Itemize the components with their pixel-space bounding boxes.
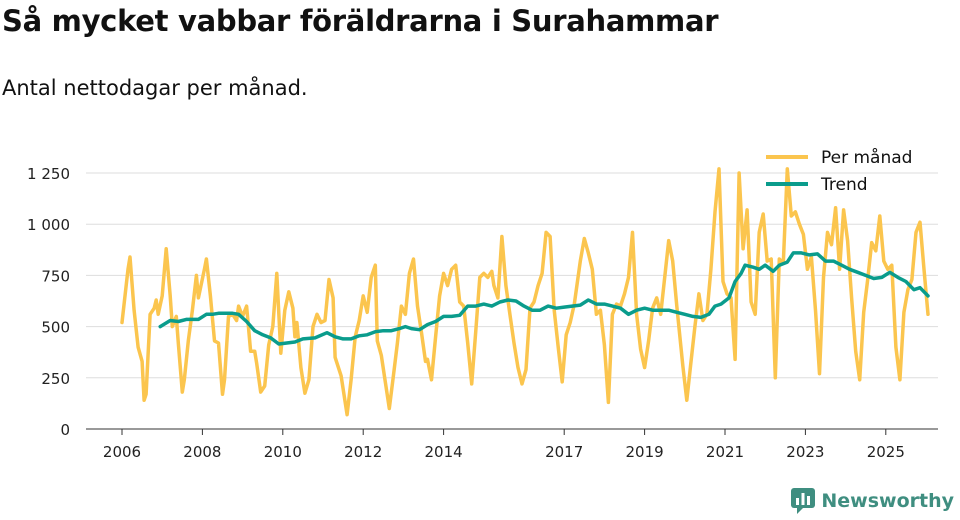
- chart-title: Så mycket vabbar föräldrarna i Surahamma…: [2, 4, 719, 38]
- x-tick-label: 2023: [786, 443, 824, 461]
- y-axis-ticks: 0 250 500 750 1 000 1 250: [27, 165, 70, 439]
- chart-subtitle: Antal nettodagar per månad.: [2, 76, 308, 100]
- x-tick-label: 2010: [264, 443, 302, 461]
- x-tick-label: 2006: [103, 443, 141, 461]
- x-tick-label: 2008: [183, 443, 221, 461]
- y-tick-label: 1 250: [27, 165, 70, 183]
- legend-label: Per månad: [821, 147, 912, 168]
- x-tick-label: 2014: [425, 443, 463, 461]
- x-tick-label: 2017: [545, 443, 583, 461]
- x-tick-label: 2019: [626, 443, 664, 461]
- series-line-trend: [158, 251, 930, 346]
- gridlines: [86, 172, 938, 379]
- y-tick-label: 500: [41, 319, 70, 337]
- newsworthy-brand: Newsworthy: [791, 488, 954, 514]
- legend-label: Trend: [820, 175, 868, 195]
- legend: Per månad Trend: [766, 147, 912, 195]
- y-tick-label: 1 000: [27, 216, 70, 234]
- bar-chart-logo-icon: [791, 488, 816, 514]
- x-tick-label: 2012: [344, 443, 382, 461]
- y-tick-label: 250: [41, 370, 70, 388]
- y-tick-label: 750: [41, 267, 70, 285]
- x-tick-label: 2025: [867, 443, 905, 461]
- brand-name: Newsworthy: [821, 490, 954, 512]
- series-lines: [120, 167, 930, 417]
- y-tick-label: 0: [60, 421, 70, 439]
- x-tick-label: 2021: [706, 443, 744, 461]
- x-axis-ticks: 2006 2008 2010 2012 2014 2017 2019 2021 2023 2025: [103, 429, 905, 461]
